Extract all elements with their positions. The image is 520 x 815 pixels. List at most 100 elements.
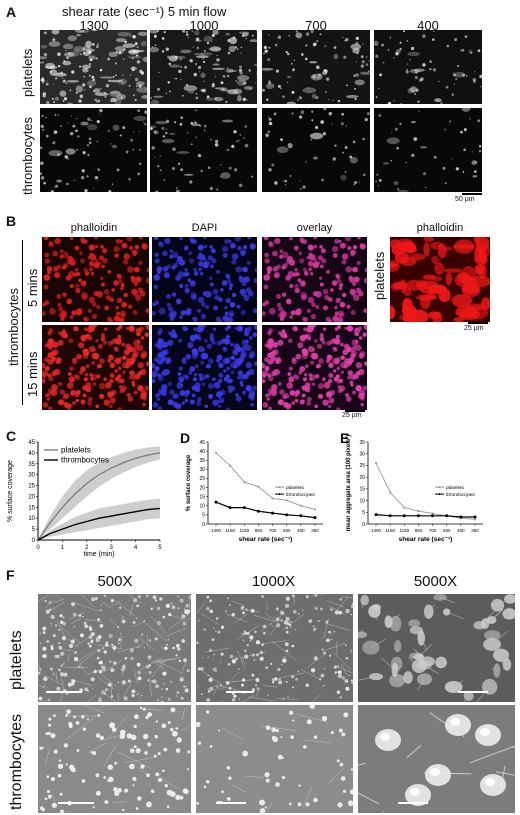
chart-d-legend-label: thrombocytes bbox=[286, 492, 315, 498]
chart-d-ytick: 25 bbox=[199, 476, 205, 482]
chart-e-point bbox=[416, 514, 420, 518]
chart-d-point bbox=[285, 499, 288, 502]
chart-c-ytick: 30 bbox=[28, 473, 35, 479]
panel-a-row-platelets: platelets bbox=[20, 48, 35, 97]
panel-f-col-1000x: 1000X bbox=[251, 573, 296, 590]
micrograph-b-phalloidin-15min bbox=[42, 325, 149, 410]
chart-c-xtick: 2 bbox=[85, 545, 89, 551]
panel-b-col-overlay: overlay bbox=[296, 222, 333, 234]
chart-e-xtick: 1150 bbox=[399, 528, 409, 533]
chart-d-ytick: 30 bbox=[199, 467, 205, 473]
sem-f-thrombocytes-5000x bbox=[358, 705, 515, 813]
chart-c-ylabel: % surface coverage bbox=[7, 460, 14, 522]
chart-e-point bbox=[417, 510, 420, 513]
chart-c-xtick: 3 bbox=[110, 545, 114, 551]
chart-e-point bbox=[403, 506, 406, 509]
chart-e-xtick: 1150 bbox=[385, 528, 395, 533]
micrograph-a-platelets-400 bbox=[374, 30, 482, 104]
micrograph-b-phalloidin-5min bbox=[42, 237, 149, 322]
panel-a-col-1000: 1000 bbox=[189, 18, 219, 33]
micrograph-a-thrombocytes-1000 bbox=[150, 108, 257, 192]
sem-f-platelets-1000x bbox=[196, 594, 353, 702]
chart-c-ytick: 5 bbox=[32, 527, 36, 533]
chart-e-ytick: 15 bbox=[359, 487, 365, 493]
micrograph-a-thrombocytes-1300 bbox=[40, 108, 147, 192]
panel-b-scalebar-label: 25 µm bbox=[342, 412, 362, 419]
chart-d-ytick: 15 bbox=[199, 494, 205, 500]
panel-b-side-row-platelets: platelets bbox=[372, 251, 387, 300]
chart-e-point bbox=[374, 513, 378, 517]
chart-c-ytick: 35 bbox=[28, 462, 35, 468]
panel-b-side-title: phalloidin bbox=[416, 222, 464, 234]
panel-e-label: E bbox=[340, 430, 350, 446]
chart-e-point bbox=[445, 514, 449, 518]
chart-e-xtick: 1300 bbox=[371, 528, 382, 533]
chart-d-line-0 bbox=[215, 452, 316, 510]
chart-e-ytick: 5 bbox=[362, 510, 365, 516]
chart-e-line-1 bbox=[375, 514, 475, 518]
micrograph-a-thrombocytes-700 bbox=[262, 108, 370, 192]
chart-e-point bbox=[388, 514, 392, 518]
sem-f-thrombocytes-1000x bbox=[196, 705, 353, 813]
panel-a-label: A bbox=[6, 4, 17, 20]
chart-d-xtick: 1150 bbox=[239, 528, 249, 533]
panel-b-side-scalebar bbox=[468, 322, 488, 324]
chart-d-ytick: 10 bbox=[199, 504, 205, 510]
micrograph-a-thrombocytes-400 bbox=[374, 108, 482, 192]
micrograph-a-platelets-1300 bbox=[40, 30, 147, 104]
panel-b-row-5min: 5 mins bbox=[25, 268, 40, 307]
panel-a-col-400: 400 bbox=[417, 18, 439, 33]
chart-d-xtick: 1300 bbox=[211, 528, 222, 533]
panel-a-row-thrombocytes: thrombocytes bbox=[20, 116, 35, 195]
chart-d-ytick: 0 bbox=[202, 522, 205, 528]
chart-d-point bbox=[256, 509, 260, 513]
chart-e-xtick: 700 bbox=[429, 528, 437, 533]
chart-c-band-1 bbox=[38, 498, 160, 540]
chart-e-xtick: 350 bbox=[471, 528, 479, 533]
panel-f-row-platelets: platelets bbox=[8, 630, 25, 690]
panel-f-row-thrombocytes: thrombocytes bbox=[8, 713, 25, 810]
chart-d-point bbox=[299, 504, 302, 507]
chart-d-xtick: 850 bbox=[255, 528, 263, 533]
chart-c-ytick: 25 bbox=[28, 484, 35, 490]
chart-c-legend-label: platelets bbox=[61, 446, 91, 455]
panel-b-side-scalebar-label: 25 µm bbox=[464, 325, 484, 332]
chart-e-ytick: 20 bbox=[359, 475, 365, 481]
chart-c-xtick: 1 bbox=[61, 545, 65, 551]
panel-a-col-1300: 1300 bbox=[79, 18, 109, 33]
chart-e-ytick: 35 bbox=[359, 440, 365, 446]
panel-f-col-500x: 500X bbox=[97, 573, 133, 590]
panel-a-scalebar-label: 50 µm bbox=[455, 196, 475, 203]
chart-e-legend-label: platelets bbox=[446, 485, 464, 491]
sem-f-platelets-5000x bbox=[358, 594, 515, 702]
chart-c-line-0 bbox=[37, 452, 161, 541]
panel-a-header: shear rate (sec⁻¹) 5 min flow bbox=[62, 4, 227, 19]
chart-e-ytick: 25 bbox=[359, 463, 365, 469]
chart-e-xtick: 550 bbox=[443, 528, 451, 533]
chart-d-point bbox=[271, 511, 275, 515]
chart-e-line-0 bbox=[375, 462, 476, 520]
chart-d-point bbox=[229, 464, 232, 467]
chart-c-ytick: 45 bbox=[28, 440, 35, 446]
chart-c-legend-label: thrombocytes bbox=[61, 456, 109, 465]
panel-d-label: D bbox=[180, 430, 191, 446]
panel-b-scalebar bbox=[345, 410, 365, 412]
chart-e-legend-label: thrombocytes bbox=[446, 492, 475, 498]
chart-d-xtick: 1150 bbox=[225, 528, 235, 533]
chart-e-ytick: 30 bbox=[359, 452, 365, 458]
chart-d-ytick: 35 bbox=[199, 458, 205, 464]
chart-d-point bbox=[313, 516, 317, 520]
chart-e-point bbox=[374, 461, 378, 465]
chart-d-point bbox=[257, 485, 260, 488]
chart-c-line-1 bbox=[37, 507, 161, 541]
chart-c-ytick: 0 bbox=[32, 538, 36, 544]
chart-c-ytick: 10 bbox=[28, 516, 35, 522]
chart-e-point bbox=[459, 515, 463, 519]
chart-d-line-1 bbox=[215, 501, 316, 519]
chart-d-ytick: 20 bbox=[199, 485, 205, 491]
chart-e-point bbox=[473, 518, 477, 521]
chart-c-ytick: 15 bbox=[28, 505, 35, 511]
chart-e-point bbox=[473, 515, 477, 519]
